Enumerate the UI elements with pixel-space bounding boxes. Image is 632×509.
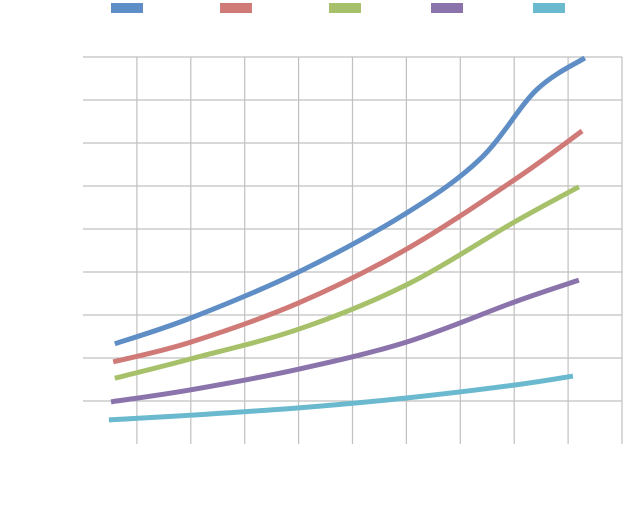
legend-swatch-5: [533, 3, 565, 13]
series-lines: [108, 55, 587, 423]
series-line-5: [108, 373, 574, 423]
series-line-4: [110, 277, 580, 405]
series-line-3: [114, 184, 581, 381]
series-line-2: [112, 128, 584, 365]
gridlines: [83, 56, 623, 444]
legend-swatch-4: [431, 3, 463, 13]
legend: [111, 3, 565, 13]
legend-swatch-1: [111, 3, 143, 13]
legend-swatch-3: [329, 3, 361, 13]
series-line-1: [113, 55, 587, 347]
legend-swatch-2: [220, 3, 252, 13]
